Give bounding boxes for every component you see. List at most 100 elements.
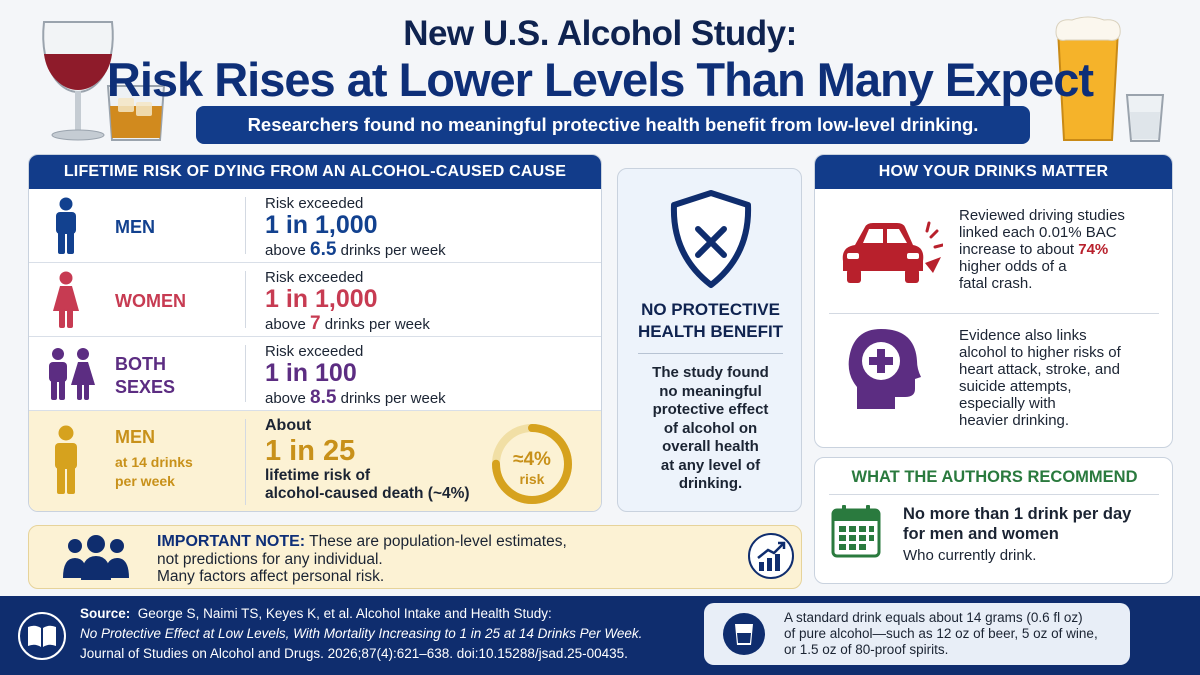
standard-drink-text: A standard drink equals about 14 grams (… [784,610,1098,658]
threshold-post: drinks per week [340,390,446,407]
car-crash-icon [842,221,943,283]
book-icon [18,612,66,660]
body-line: protective effect [652,401,769,418]
divider [245,197,246,254]
recommend-panel: WHAT THE AUTHORS RECOMMEND No more than … [814,457,1173,584]
threshold-pre: above [265,316,306,333]
stat-ratio: 1 in 100 [265,359,357,387]
source-label: Source: [80,606,131,621]
stat-line-4: alcohol-caused death (~4%) [265,485,470,502]
stat-prefix: Risk exceeded [265,343,364,360]
important-note: IMPORTANT NOTE: These are population-lev… [28,525,802,589]
no-benefit-body: The study found no meaningful protective… [618,364,801,494]
wine-glass-icon [42,21,114,141]
stat-women: Risk exceeded 1 in 1,000 above 7 drinks … [265,269,430,335]
couple-icon [49,348,95,400]
text-line: heavier drinking. [959,412,1070,429]
beer-glass-icon [1055,16,1121,141]
text-line: fatal crash. [959,275,1033,292]
text-line: alcohol to higher risks of [959,344,1121,361]
stat-men: Risk exceeded 1 in 1,000 above 6.5 drink… [265,195,446,261]
threshold-amount: 6.5 [310,239,337,260]
source-title: No Protective Effect at Low Levels, With… [80,626,643,641]
heading-line-1: NO PROTECTIVE [641,300,780,319]
divider [829,494,1159,495]
text-line: linked each 0.01% BAC [959,224,1117,241]
threshold-post: drinks per week [340,242,446,259]
whiskey-glass-icon [106,85,166,141]
body-line: no meaningful [659,382,762,400]
footer: Source: George S, Naimi TS, Keyes K, et … [0,596,1200,675]
risk-gauge: ≈4% risk [492,424,572,504]
threshold-pre: above [265,242,306,259]
no-benefit-panel: NO PROTECTIVE HEALTH BENEFIT The study f… [617,168,802,512]
note-text: IMPORTANT NOTE: These are population-lev… [157,533,567,586]
shot-glass-icon [1125,94,1165,142]
note-line-2: not predictions for any individual. [157,550,383,568]
group-label-women: WOMEN [115,291,186,311]
group-line-1: BOTH [115,354,166,374]
shield-x-icon [670,190,752,288]
body-line: of alcohol on [663,419,758,437]
stat-ratio: 1 in 25 [265,435,356,467]
group-sub-2: per week [115,473,175,489]
note-line-3: Many factors affect personal risk. [157,568,385,585]
stat-prefix: About [265,417,312,434]
threshold-amount: 7 [310,313,321,334]
group-line-2: SEXES [115,377,176,397]
group-main: MEN [115,427,155,447]
risk-row-men: MEN Risk exceeded 1 in 1,000 above 6.5 d… [29,189,601,263]
lifetime-risk-heading: LIFETIME RISK OF DYING FROM AN ALCOHOL-C… [29,155,601,189]
risk-row-men-14: MEN at 14 drinks per week About 1 in 25 … [29,411,601,511]
group-sub-1: at 14 drinks [115,454,193,470]
text-line: higher odds of a [959,258,1067,275]
stat-threshold: above 8.5 drinks per week [265,387,446,409]
recommend-bold-1: No more than 1 drink per day [903,505,1132,523]
lifetime-risk-panel: LIFETIME RISK OF DYING FROM AN ALCOHOL-C… [28,154,602,512]
text-line: heart attack, stroke, and [959,361,1120,378]
recommend-bold-2: for men and women [903,525,1059,543]
recommend-text: No more than 1 drink per day for men and… [903,504,1131,564]
group-label-both: BOTH SEXES [115,353,175,399]
divider [245,419,246,505]
note-line-1: IMPORTANT NOTE: These are population-lev… [157,533,567,551]
heading-line-2: HEALTH BENEFIT [637,322,784,341]
drink-line: or 1.5 oz of 80-proof spirits. [784,642,949,657]
threshold-amount: 8.5 [310,387,337,408]
recommend-sub: Who currently drink. [903,547,1037,564]
stat-prefix: Risk exceeded [265,269,364,286]
body-line: The study found [652,364,769,381]
glass-icon [723,613,765,655]
people-group-icon [63,535,129,580]
text-line: suicide attempts, [959,378,1072,395]
threshold-post: drinks per week [324,316,430,333]
subtitle-banner: Researchers found no meaningful protecti… [196,106,1030,144]
divider [245,345,246,402]
source-line-1: Source: George S, Naimi TS, Keyes K, et … [80,604,642,624]
threshold-pre: above [265,390,306,407]
stat-threshold: above 6.5 drinks per week [265,239,446,261]
drinks-matter-panel: HOW YOUR DRINKS MATTER Reviewed driving … [814,154,1173,448]
trend-chart-icon [748,533,794,579]
recommend-heading: WHAT THE AUTHORS RECOMMEND [851,468,1138,486]
no-benefit-heading: NO PROTECTIVE HEALTH BENEFIT [618,299,801,343]
text-line-part: increase to about [959,241,1075,258]
stat-both: Risk exceeded 1 in 100 above 8.5 drinks … [265,343,446,409]
drink-line: A standard drink equals about 14 grams (… [784,610,1083,625]
calendar-icon [831,505,881,558]
odds-percent: 74% [1078,241,1109,258]
gauge-value: ≈4% [513,449,551,470]
drink-line: of pure alcohol—such as 12 oz of beer, 5… [784,626,1098,641]
text-line: Reviewed driving studies [959,207,1125,224]
body-line: drinking. [678,475,743,492]
stat-ratio: 1 in 1,000 [265,285,378,313]
title-line-1: New U.S. Alcohol Study: [403,14,797,53]
man-icon [56,197,76,254]
stat-line-3: lifetime risk of [265,467,371,484]
body-line: overall health [662,438,759,455]
drinks-matter-heading: HOW YOUR DRINKS MATTER [815,155,1172,189]
stat-men-14: About 1 in 25 lifetime risk of alcohol-c… [265,417,470,503]
man-icon [55,425,77,494]
woman-icon [53,271,79,328]
